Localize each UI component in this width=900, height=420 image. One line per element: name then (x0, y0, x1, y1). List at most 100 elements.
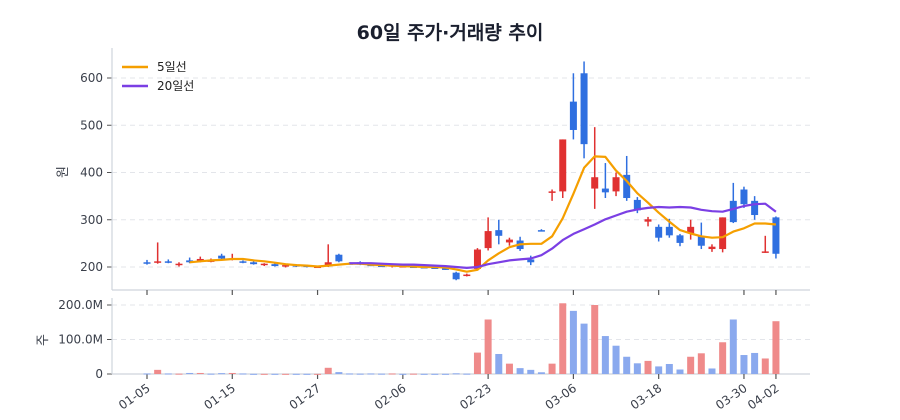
candle (324, 262, 332, 266)
volume-bar (260, 373, 268, 375)
volume-bar (676, 369, 684, 374)
candle (772, 217, 780, 254)
volume-bars (143, 303, 780, 375)
candle (623, 174, 631, 199)
candle (452, 272, 460, 280)
candle (612, 177, 620, 192)
moving-average-lines (189, 155, 777, 273)
volume-bar (196, 372, 204, 374)
candle (569, 101, 577, 130)
candle (260, 263, 268, 266)
volume-bar (772, 321, 780, 374)
candle (633, 199, 641, 211)
volume-bar (324, 367, 332, 374)
price-tick-label: 300 (80, 213, 103, 227)
candle (676, 235, 684, 243)
volume-tick-label: 200.0M (58, 298, 103, 312)
chart-title: 60일 주가·거래량 추이 (356, 22, 544, 44)
volume-bar (495, 353, 503, 374)
volume-bar (164, 373, 172, 375)
candle (164, 261, 172, 263)
volume-bar (559, 303, 567, 374)
candle (473, 249, 481, 269)
volume-bar (441, 373, 449, 375)
candle (708, 246, 716, 250)
x-tick-label: 04-02 (745, 381, 782, 412)
candle (591, 177, 599, 189)
candle (655, 226, 663, 238)
volume-bar (228, 372, 236, 374)
volume-bar (580, 323, 588, 374)
ma5-line (189, 155, 777, 273)
price-tick-label: 200 (80, 260, 103, 274)
candle (559, 139, 567, 192)
price-axis: 200 300 400 500 600 (80, 48, 810, 291)
candle (143, 262, 151, 264)
candle (271, 264, 279, 267)
volume-bar (484, 319, 492, 374)
x-tick-label: 02-23 (457, 381, 494, 412)
candle (601, 188, 609, 193)
volume-bar (463, 373, 471, 375)
volume-bar (271, 373, 279, 375)
volume-bar (473, 352, 481, 374)
x-tick-label: 03-18 (628, 381, 665, 412)
candle (441, 268, 449, 270)
volume-bar (154, 369, 162, 374)
x-tick-label: 03-06 (543, 381, 580, 412)
volume-bar (399, 373, 407, 375)
volume-bar (292, 373, 300, 375)
price-tick-label: 400 (80, 166, 103, 180)
candle (239, 261, 247, 263)
candlesticks (143, 61, 780, 281)
volume-bar (420, 373, 428, 375)
candle (697, 236, 705, 246)
volume-bar (751, 352, 759, 374)
candle (665, 226, 673, 236)
volume-bar (143, 373, 151, 375)
volume-bar (537, 372, 545, 374)
volume-bar (356, 373, 364, 375)
volume-bar (335, 372, 343, 374)
legend-label: 5일선 (157, 60, 187, 74)
volume-bar (516, 368, 524, 374)
candle (719, 217, 727, 250)
candle (282, 265, 290, 267)
x-tick-label: 01-27 (287, 381, 324, 412)
volume-bar (186, 372, 194, 374)
x-axis: 01-05 01-15 01-27 02-06 02-23 03-06 03-18 03-30… (116, 290, 782, 412)
volume-bar (655, 366, 663, 374)
volume-axis-title: 주 (36, 334, 51, 346)
volume-bar (708, 368, 716, 374)
candle (495, 230, 503, 236)
volume-bar (367, 373, 375, 375)
candle (527, 259, 535, 263)
volume-bar (719, 342, 727, 374)
volume-bar (740, 355, 748, 374)
volume-bar (729, 319, 737, 374)
volume-bar (346, 373, 354, 375)
price-tick-label: 600 (80, 71, 103, 85)
volume-bar (687, 356, 695, 374)
legend-label: 20일선 (157, 79, 194, 93)
x-tick-label: 03-30 (713, 381, 750, 412)
volume-bar (378, 373, 386, 375)
x-tick-label: 01-05 (116, 381, 153, 412)
volume-bar (218, 373, 226, 375)
volume-bar (239, 373, 247, 375)
candle (687, 226, 695, 234)
volume-bar (175, 373, 183, 375)
volume-bar (410, 373, 417, 375)
candle (751, 200, 759, 216)
x-tick-label: 02-06 (372, 381, 409, 412)
volume-bar (644, 360, 652, 374)
candle (218, 255, 226, 259)
volume-bar (761, 358, 769, 374)
legend: 5일선 20일선 (122, 60, 194, 93)
candle (154, 261, 162, 263)
volume-bar (697, 353, 705, 374)
volume-bar (388, 373, 396, 375)
volume-bar (282, 373, 290, 375)
price-axis-title: 원 (56, 166, 71, 178)
price-tick-label: 500 (80, 118, 103, 132)
